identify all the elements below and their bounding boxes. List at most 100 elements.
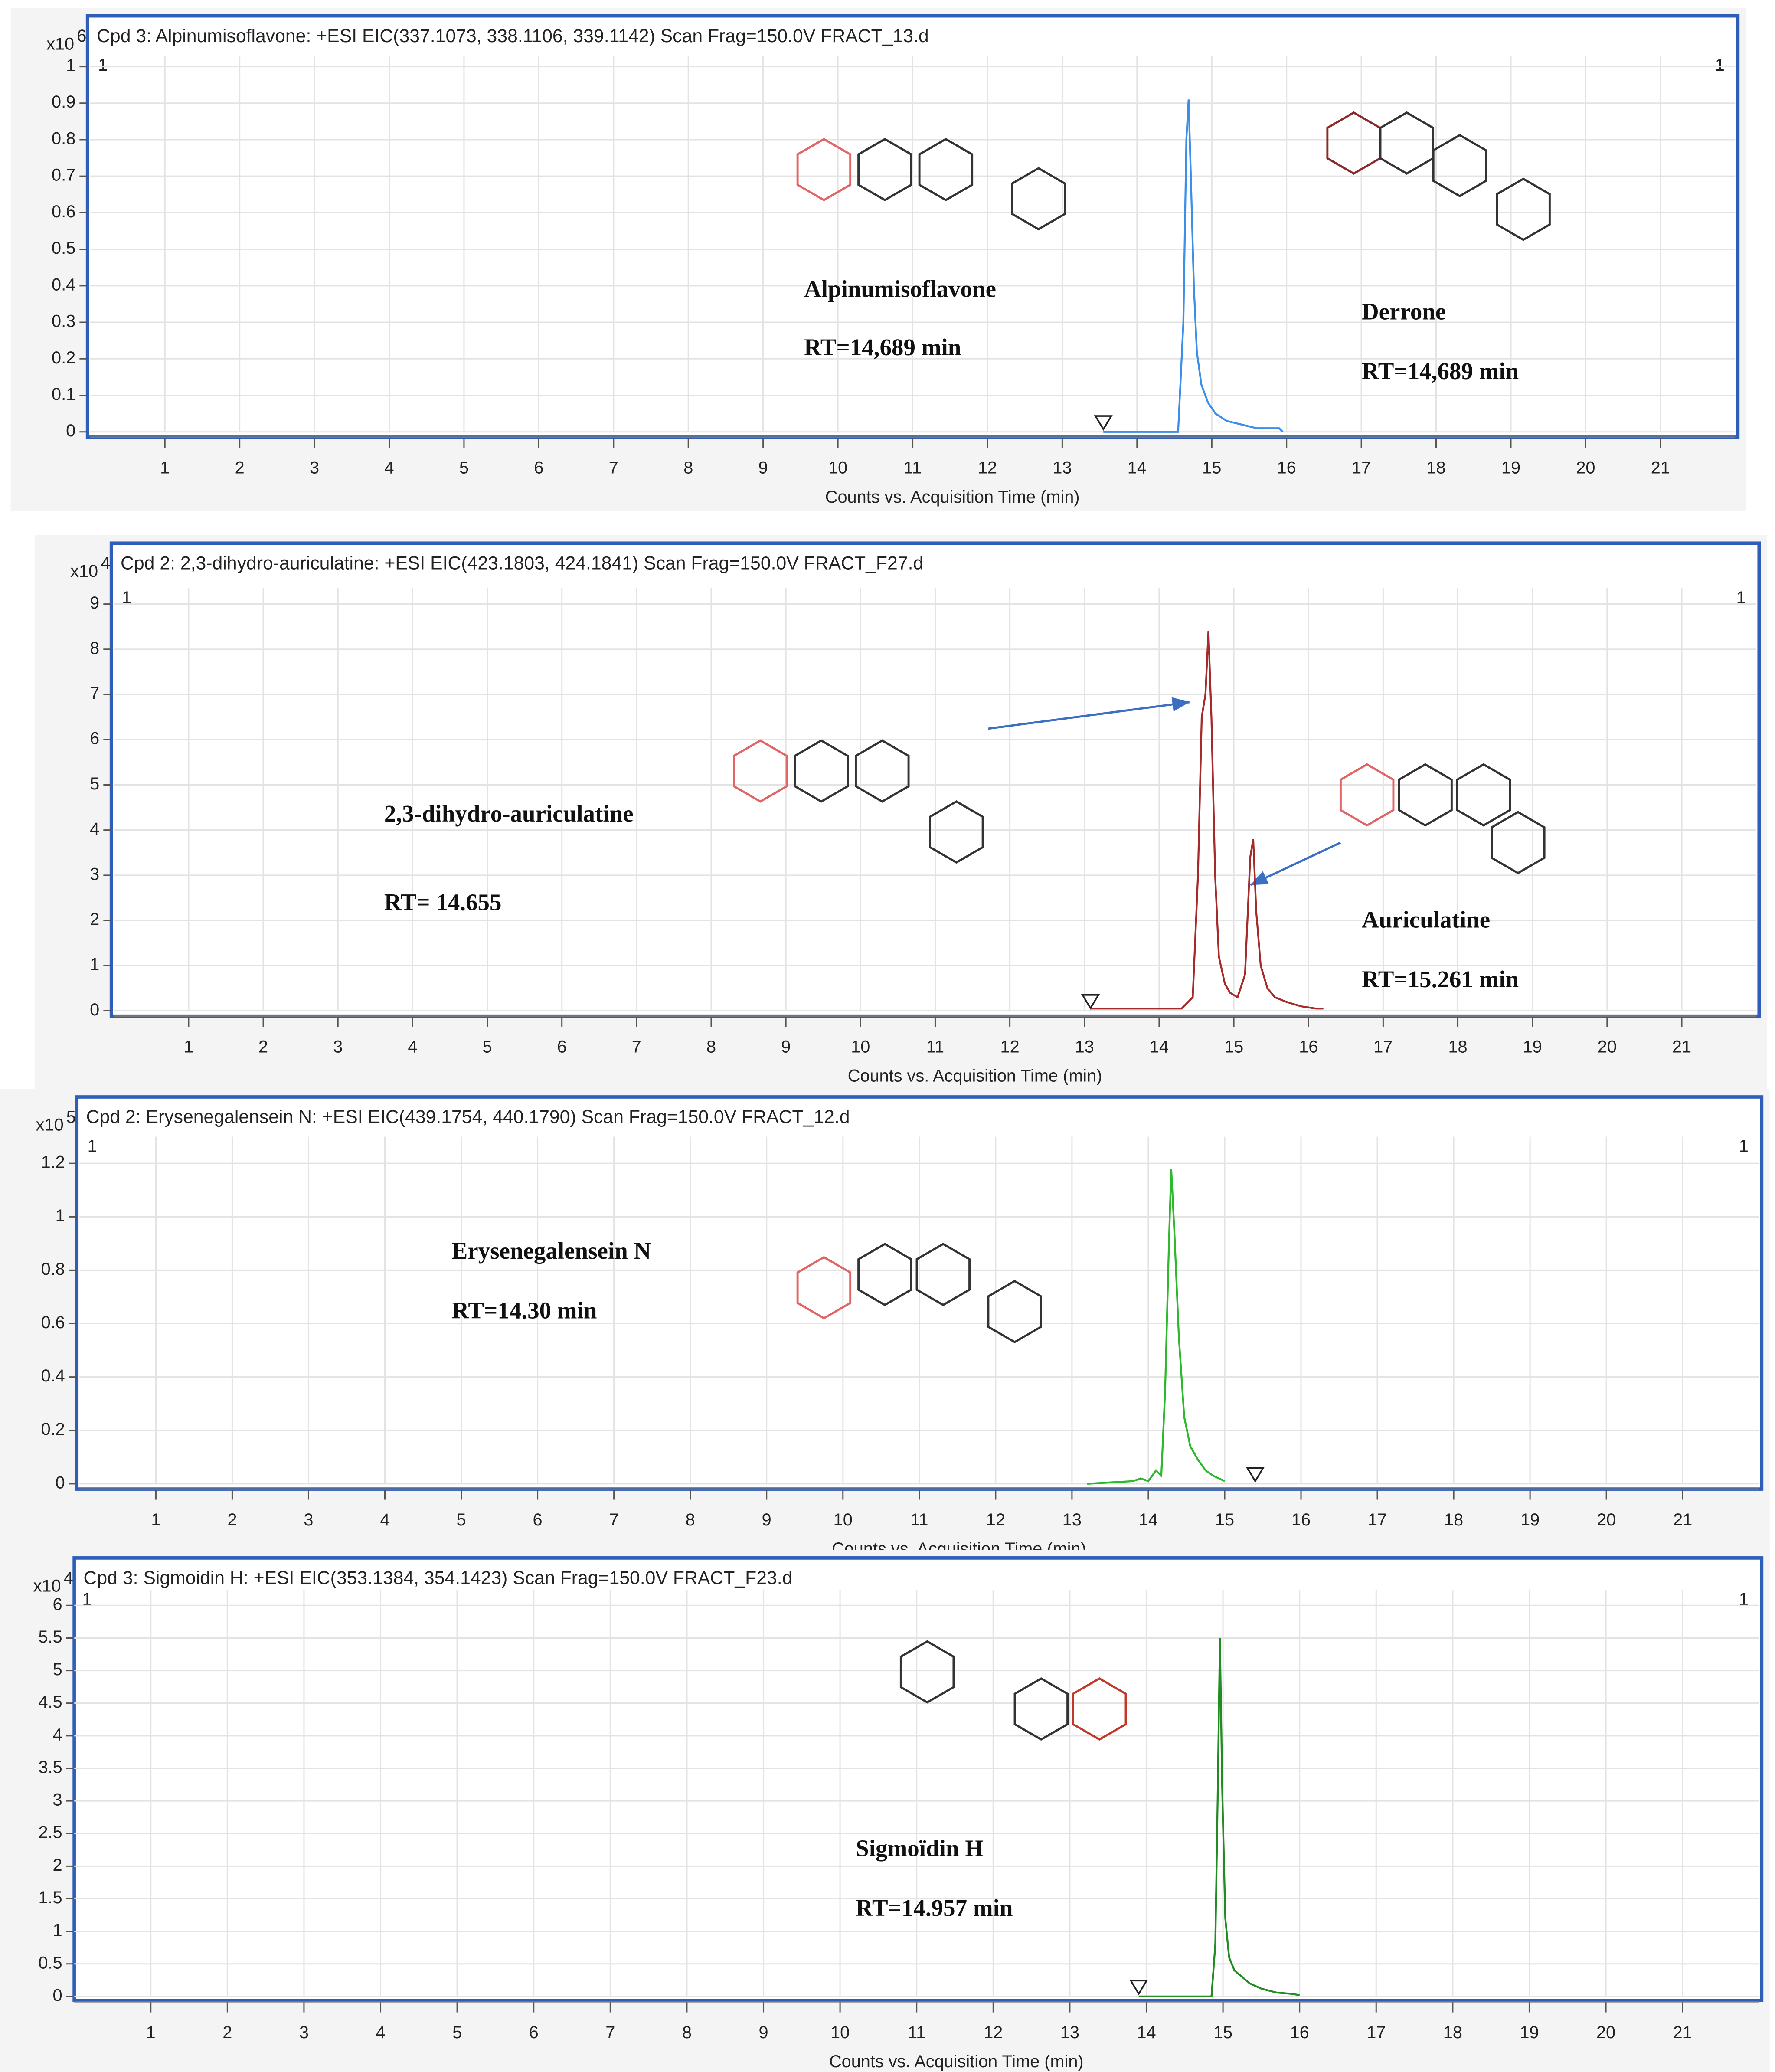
corner-label: 1 — [88, 1137, 97, 1156]
x-tick-label: 3 — [310, 458, 319, 478]
x-tick-label: 12 — [986, 1510, 1005, 1529]
x-tick-label: 10 — [851, 1037, 870, 1056]
x-tick-label: 19 — [1501, 458, 1520, 478]
y-tick-label: 1 — [53, 1921, 62, 1940]
structure-ring — [794, 739, 849, 803]
x-tick-label: 13 — [1060, 2023, 1079, 2042]
x-tick-label: 1 — [146, 2023, 156, 2042]
y-tick-label: 0.4 — [41, 1366, 65, 1385]
y-tick-label: 1.5 — [38, 1888, 62, 1907]
x-tick-label: 14 — [1137, 2023, 1156, 2042]
corner-label: 1 — [82, 1590, 92, 1609]
y-tick-label: 1.2 — [41, 1153, 65, 1172]
x-axis-label: Counts vs. Acquisition Time (min) — [848, 1067, 1102, 1086]
structure-ring — [1379, 111, 1435, 175]
y-tick-label: 2 — [53, 1856, 62, 1875]
chart-title: Cpd 2: Erysenegalensein N: +ESI EIC(439.… — [86, 1106, 850, 1127]
y-tick-label: 2 — [90, 910, 99, 929]
y-scale-exponent: 6 — [77, 26, 86, 46]
annotation: Derrone — [1362, 298, 1446, 324]
y-scale-label: x10 — [46, 34, 74, 53]
annotation: Auriculatine — [1362, 906, 1490, 933]
x-tick-label: 10 — [828, 458, 847, 478]
y-tick-label: 5 — [90, 774, 99, 793]
corner-label: 1 — [1739, 1590, 1749, 1609]
x-tick-label: 7 — [605, 2023, 615, 2042]
x-tick-label: 4 — [376, 2023, 385, 2042]
y-tick-label: 0 — [53, 1986, 62, 2005]
annotation: Alpinumisoflavone — [804, 276, 996, 302]
y-tick-label: 1 — [66, 56, 75, 75]
x-tick-label: 8 — [686, 1510, 695, 1529]
x-tick-label: 4 — [408, 1037, 417, 1056]
x-tick-label: 3 — [333, 1037, 343, 1056]
x-tick-label: 13 — [1053, 458, 1072, 478]
x-tick-label: 21 — [1673, 2023, 1692, 2042]
x-tick-label: 1 — [184, 1037, 193, 1056]
y-tick-label: 1 — [56, 1206, 65, 1225]
x-tick-label: 9 — [758, 2023, 768, 2042]
y-tick-label: 0.3 — [52, 312, 75, 331]
annotation: 2,3-dihydro-auriculatine — [384, 800, 634, 827]
y-tick-label: 6 — [90, 729, 99, 748]
y-tick-label: 0.2 — [41, 1420, 65, 1439]
chart-title: Cpd 3: Sigmoidin H: +ESI EIC(353.1384, 3… — [84, 1568, 793, 1588]
x-tick-label: 15 — [1215, 1510, 1234, 1529]
annotation: RT= 14.655 — [384, 889, 502, 916]
trigger-marker — [1081, 994, 1100, 1010]
x-tick-label: 18 — [1448, 1037, 1467, 1056]
x-tick-label: 11 — [910, 1510, 928, 1529]
x-tick-label: 6 — [533, 1510, 543, 1529]
x-tick-label: 16 — [1291, 1510, 1311, 1529]
y-tick-label: 0 — [90, 1000, 99, 1019]
y-tick-label: 0.4 — [52, 275, 75, 294]
x-tick-label: 10 — [834, 1510, 853, 1529]
x-tick-label: 15 — [1224, 1037, 1243, 1056]
x-tick-label: 15 — [1202, 458, 1221, 478]
y-tick-label: 0.5 — [38, 1953, 62, 1972]
structure-ring — [1456, 763, 1511, 827]
y-tick-label: 4.5 — [38, 1692, 62, 1712]
x-tick-label: 16 — [1299, 1037, 1318, 1056]
x-tick-label: 18 — [1426, 458, 1445, 478]
y-scale-exponent: 5 — [66, 1107, 76, 1126]
structure-ring — [1398, 763, 1453, 827]
y-tick-label: 0.6 — [41, 1313, 65, 1332]
x-tick-label: 11 — [926, 1037, 944, 1056]
trigger-marker — [1094, 415, 1113, 431]
annotation: RT=14,689 min — [804, 334, 961, 360]
x-tick-label: 17 — [1352, 458, 1371, 478]
x-tick-label: 8 — [706, 1037, 716, 1056]
structure-ring — [918, 137, 974, 202]
y-tick-label: 0.2 — [52, 348, 75, 367]
x-tick-label: 16 — [1277, 458, 1296, 478]
x-tick-label: 10 — [830, 2023, 850, 2042]
x-tick-label: 4 — [384, 458, 394, 478]
y-tick-label: 6 — [53, 1595, 62, 1614]
y-tick-label: 5.5 — [38, 1627, 62, 1646]
y-tick-label: 0.5 — [52, 239, 75, 258]
x-tick-label: 20 — [1598, 1037, 1617, 1056]
y-tick-label: 0.1 — [52, 385, 75, 404]
structure-ring — [796, 137, 852, 202]
x-tick-label: 12 — [1000, 1037, 1020, 1056]
x-tick-label: 17 — [1366, 2023, 1386, 2042]
y-tick-label: 9 — [90, 593, 99, 612]
x-tick-label: 17 — [1373, 1037, 1393, 1056]
y-tick-label: 4 — [53, 1725, 62, 1744]
structure-ring — [1013, 1677, 1069, 1741]
x-tick-label: 9 — [758, 458, 768, 478]
x-tick-label: 15 — [1213, 2023, 1232, 2042]
x-tick-label: 2 — [258, 1037, 268, 1056]
y-scale-label: x10 — [70, 562, 98, 581]
x-tick-label: 11 — [908, 2023, 925, 2042]
x-tick-label: 9 — [781, 1037, 791, 1056]
x-tick-label: 4 — [380, 1510, 389, 1529]
annotation: Erysenegalensein N — [452, 1237, 651, 1264]
corner-label: 1 — [1739, 1137, 1749, 1156]
annotation: RT=14,689 min — [1362, 358, 1519, 384]
arrow-shaft — [988, 701, 1190, 730]
x-tick-label: 8 — [683, 458, 693, 478]
